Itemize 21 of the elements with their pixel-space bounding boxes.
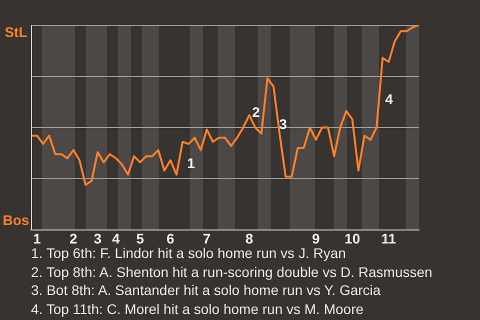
x-tick-label: 11 [381,230,396,246]
text: Bos [2,212,30,228]
x-tick-label: 9 [312,230,320,246]
text: 2. Top 8th: A. Shenton hit a run-scoring double vs D. Rasmussen [31,262,432,281]
annotation: 4 [385,91,393,107]
x-tick-label: 4 [112,230,120,246]
annotation: 3 [279,116,287,132]
annotation: 1 [187,155,195,171]
x-tick-label: 6 [166,230,175,246]
text: StL [4,24,28,40]
annotation: 2 [252,104,260,120]
x-tick-label: 3 [94,230,102,246]
x-tick-label: 1 [33,230,42,246]
x-tick-label: 8 [245,230,254,246]
text: 1. Top 6th: F. Lindor hit a solo home run vs J. Ryan [31,245,346,261]
x-tick-label: 5 [136,230,144,246]
x-tick-label: 7 [202,230,211,246]
text: 4. Top 11th: C. Morel hit a solo home run vs M. Moore [31,300,365,318]
text: 3. Bot 8th: A. Santander hit a solo home run vs Y. Garcia [31,281,382,300]
x-tick-label: 10 [344,230,360,246]
x-tick-label: 2 [70,230,78,246]
